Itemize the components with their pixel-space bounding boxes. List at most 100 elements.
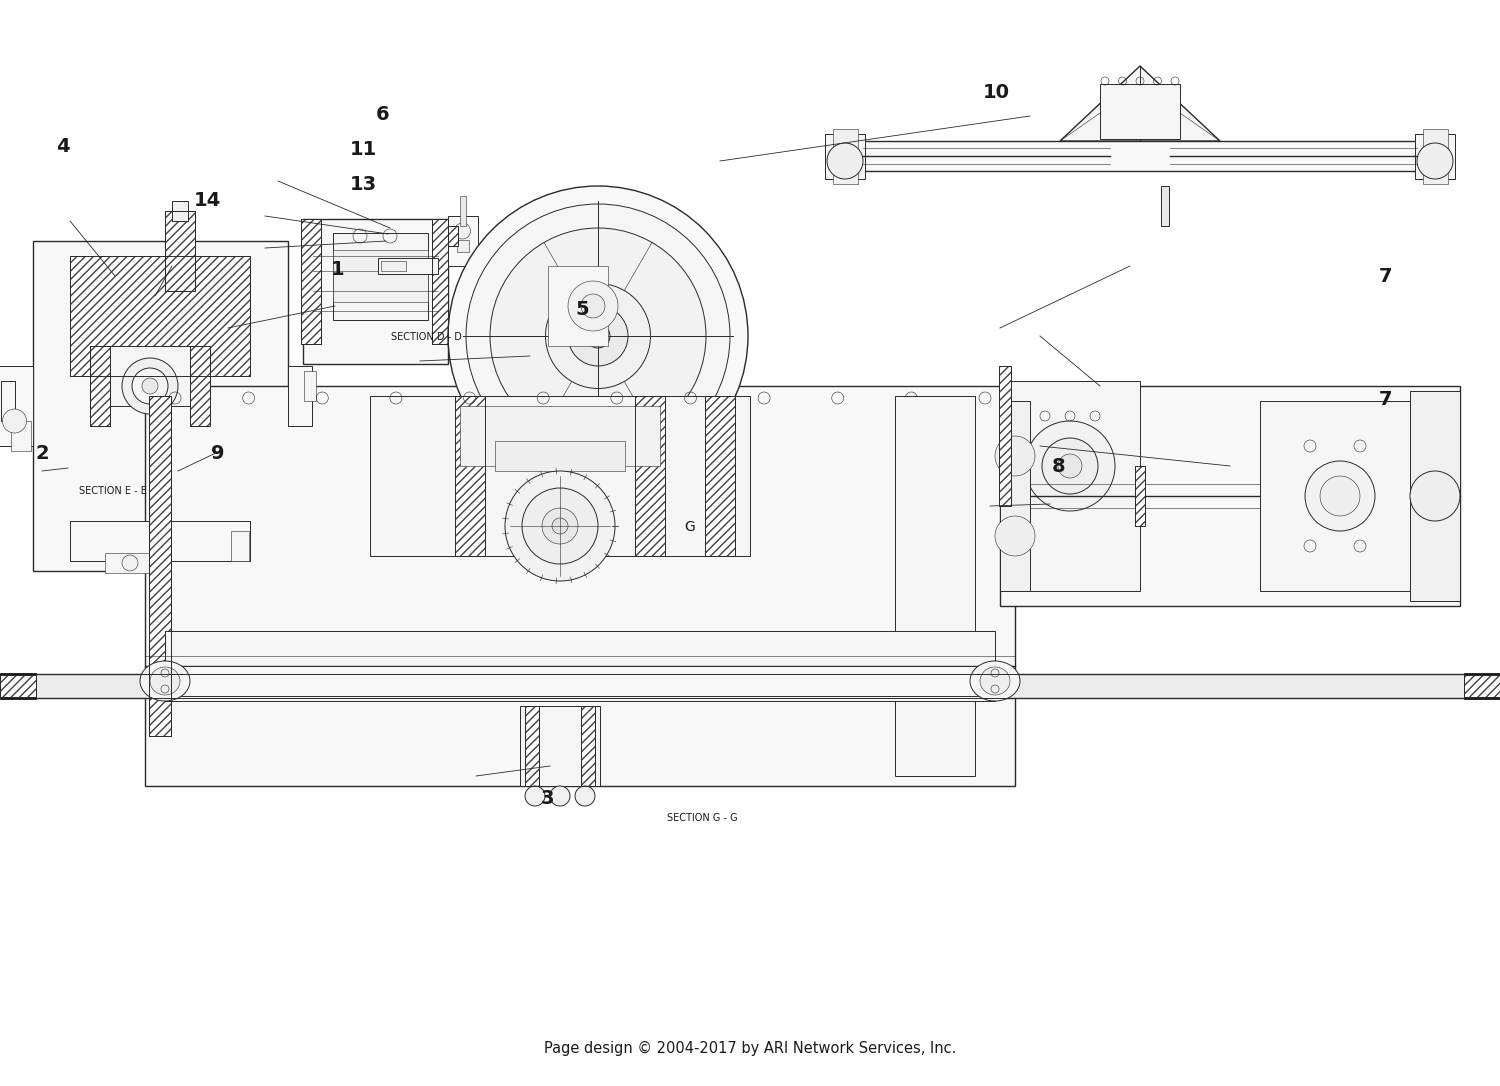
Bar bbox=[447, 216, 477, 266]
Bar bbox=[447, 226, 458, 247]
Ellipse shape bbox=[980, 667, 1010, 695]
Text: 5: 5 bbox=[574, 300, 590, 319]
Bar bbox=[634, 396, 664, 556]
Bar bbox=[1464, 673, 1500, 699]
Bar bbox=[165, 211, 195, 291]
Text: 7: 7 bbox=[1380, 267, 1392, 287]
Bar bbox=[190, 346, 210, 426]
Circle shape bbox=[574, 786, 596, 806]
Circle shape bbox=[1410, 471, 1460, 521]
Bar bbox=[333, 232, 427, 319]
Bar bbox=[454, 396, 484, 556]
Bar bbox=[459, 195, 465, 226]
Bar bbox=[456, 240, 468, 252]
Bar bbox=[432, 218, 447, 343]
Circle shape bbox=[827, 143, 862, 179]
Circle shape bbox=[542, 508, 578, 544]
Bar bbox=[825, 134, 866, 178]
Bar bbox=[381, 261, 405, 272]
Ellipse shape bbox=[970, 661, 1020, 700]
Bar bbox=[1136, 466, 1144, 526]
Text: 10: 10 bbox=[982, 83, 1010, 102]
Text: 3: 3 bbox=[542, 788, 555, 808]
Circle shape bbox=[1418, 143, 1454, 179]
Bar bbox=[0, 381, 15, 421]
Bar bbox=[1000, 381, 1140, 591]
Bar bbox=[495, 441, 626, 471]
Bar bbox=[1000, 386, 1460, 606]
Circle shape bbox=[522, 488, 599, 564]
Circle shape bbox=[525, 786, 544, 806]
Bar bbox=[432, 218, 447, 343]
Bar bbox=[33, 241, 288, 571]
Bar bbox=[578, 406, 638, 446]
Bar bbox=[634, 396, 664, 556]
Bar bbox=[833, 128, 858, 184]
Bar bbox=[520, 706, 600, 786]
Bar bbox=[454, 396, 484, 556]
Circle shape bbox=[1024, 421, 1114, 512]
Bar bbox=[1260, 401, 1460, 591]
Bar bbox=[300, 218, 321, 343]
Circle shape bbox=[142, 378, 158, 394]
Circle shape bbox=[552, 518, 568, 534]
Bar bbox=[896, 396, 975, 776]
Bar bbox=[303, 371, 315, 401]
Bar bbox=[1422, 128, 1448, 184]
Bar bbox=[1410, 391, 1460, 601]
Text: 8: 8 bbox=[1052, 457, 1066, 477]
Bar bbox=[1000, 401, 1030, 591]
Text: SECTION E - E: SECTION E - E bbox=[78, 485, 147, 496]
Bar bbox=[165, 631, 995, 700]
Circle shape bbox=[586, 324, 610, 348]
Bar bbox=[999, 366, 1011, 506]
Text: SECTION D - D: SECTION D - D bbox=[390, 331, 462, 342]
Circle shape bbox=[550, 786, 570, 806]
Bar bbox=[231, 531, 249, 561]
Text: 9: 9 bbox=[211, 444, 225, 464]
Bar bbox=[70, 521, 250, 561]
Circle shape bbox=[1058, 454, 1082, 478]
Bar bbox=[580, 706, 596, 786]
Text: 14: 14 bbox=[194, 191, 220, 211]
Bar bbox=[70, 256, 250, 376]
Bar bbox=[165, 211, 195, 291]
Bar bbox=[1161, 186, 1168, 226]
Bar bbox=[525, 706, 538, 786]
Circle shape bbox=[454, 223, 471, 239]
Circle shape bbox=[1320, 476, 1360, 516]
Bar bbox=[172, 201, 188, 220]
Bar bbox=[1136, 466, 1144, 526]
Text: Page design © 2004-2017 by ARI Network Services, Inc.: Page design © 2004-2017 by ARI Network S… bbox=[544, 1040, 956, 1056]
Bar bbox=[300, 218, 321, 343]
Text: 4: 4 bbox=[56, 137, 70, 156]
Bar bbox=[447, 226, 458, 247]
Bar bbox=[580, 706, 596, 786]
Bar bbox=[548, 266, 608, 346]
Circle shape bbox=[3, 409, 27, 433]
Circle shape bbox=[122, 555, 138, 571]
Text: G: G bbox=[684, 520, 696, 533]
Text: 2: 2 bbox=[34, 444, 50, 464]
Bar bbox=[333, 250, 427, 302]
Bar bbox=[288, 366, 312, 426]
Bar bbox=[146, 386, 1016, 786]
Bar bbox=[705, 396, 735, 556]
Circle shape bbox=[506, 471, 615, 581]
Bar bbox=[165, 211, 195, 291]
Bar bbox=[148, 396, 171, 736]
Bar bbox=[70, 256, 250, 376]
Bar bbox=[154, 666, 1005, 696]
Bar bbox=[0, 675, 36, 697]
Bar bbox=[190, 346, 210, 426]
Text: 13: 13 bbox=[350, 175, 376, 194]
Circle shape bbox=[546, 283, 651, 389]
Bar bbox=[370, 396, 750, 556]
Polygon shape bbox=[1060, 66, 1220, 141]
Bar bbox=[10, 421, 30, 451]
Circle shape bbox=[132, 368, 168, 404]
Circle shape bbox=[122, 358, 178, 414]
Circle shape bbox=[568, 306, 628, 366]
Ellipse shape bbox=[150, 667, 180, 695]
Bar bbox=[0, 673, 36, 699]
